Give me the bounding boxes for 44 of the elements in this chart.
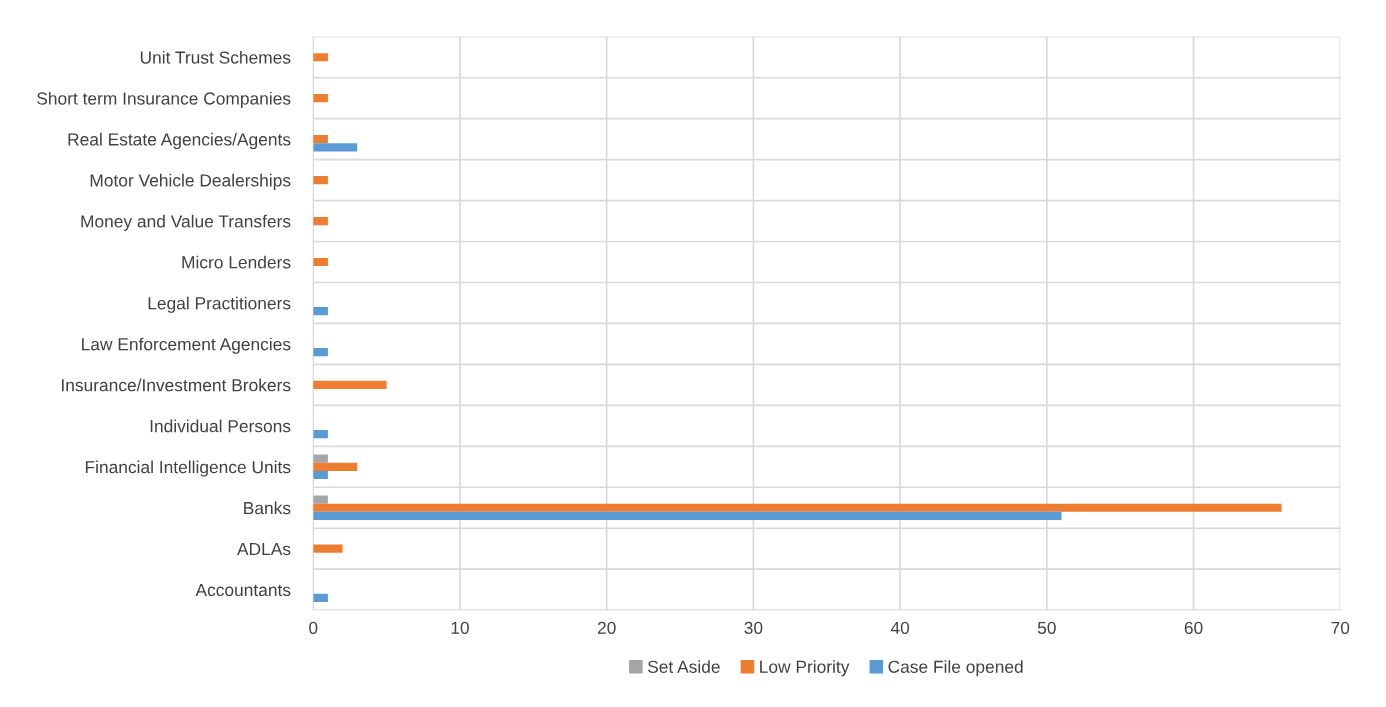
x-tick-label: 70 [1331, 621, 1350, 634]
bar [313, 135, 328, 144]
y-tick-label: Law Enforcement Agencies [82, 337, 291, 354]
y-tick-label: Unit Trust Schemes [140, 50, 291, 64]
bar [313, 503, 1282, 512]
y-tick-label: Individual Persons [150, 419, 291, 433]
y-tick-label: Micro Lenders [182, 255, 291, 269]
y-tick-label: Money and Value Transfers [81, 214, 291, 231]
x-tick-label: 50 [1037, 621, 1056, 634]
y-tick-label: Real Estate Agencies/Agents [68, 132, 291, 150]
bar [313, 176, 328, 185]
legend-label: Low Priority [760, 660, 850, 677]
bar [313, 593, 328, 602]
y-tick-label: Accountants [195, 584, 291, 597]
bar [313, 53, 328, 62]
x-tick-label: 20 [597, 621, 616, 634]
legend-label: Set Aside [647, 660, 720, 673]
bar [313, 544, 343, 553]
bar [313, 462, 358, 471]
x-tick-label: 10 [451, 621, 469, 634]
x-tick-label: 60 [1184, 621, 1203, 634]
y-tick-label: Financial Intelligence Units [85, 460, 291, 477]
bar [313, 495, 328, 504]
bar [313, 511, 1062, 521]
y-tick-label: Short term Insurance Companies [37, 91, 291, 109]
x-tick-label: 40 [890, 621, 910, 634]
bar [313, 454, 328, 463]
bar [313, 143, 358, 152]
y-tick-label: ADLAs [237, 543, 291, 556]
legend-label: Case File opened [888, 660, 1023, 677]
y-tick-label: Banks [244, 501, 291, 515]
bar [313, 348, 328, 357]
x-tick-label: 0 [309, 621, 318, 634]
bar [313, 94, 328, 103]
bar [313, 429, 328, 439]
x-tick-label: 30 [744, 621, 763, 634]
bar [313, 470, 328, 480]
bar [313, 257, 328, 267]
y-tick-label: Motor Vehicle Dealerships [90, 173, 291, 190]
bar [313, 216, 328, 226]
y-tick-label: Insurance/Investment Brokers [62, 378, 291, 392]
bar [313, 307, 328, 316]
bar [313, 380, 387, 389]
y-tick-label: Legal Practitioners [148, 296, 291, 313]
